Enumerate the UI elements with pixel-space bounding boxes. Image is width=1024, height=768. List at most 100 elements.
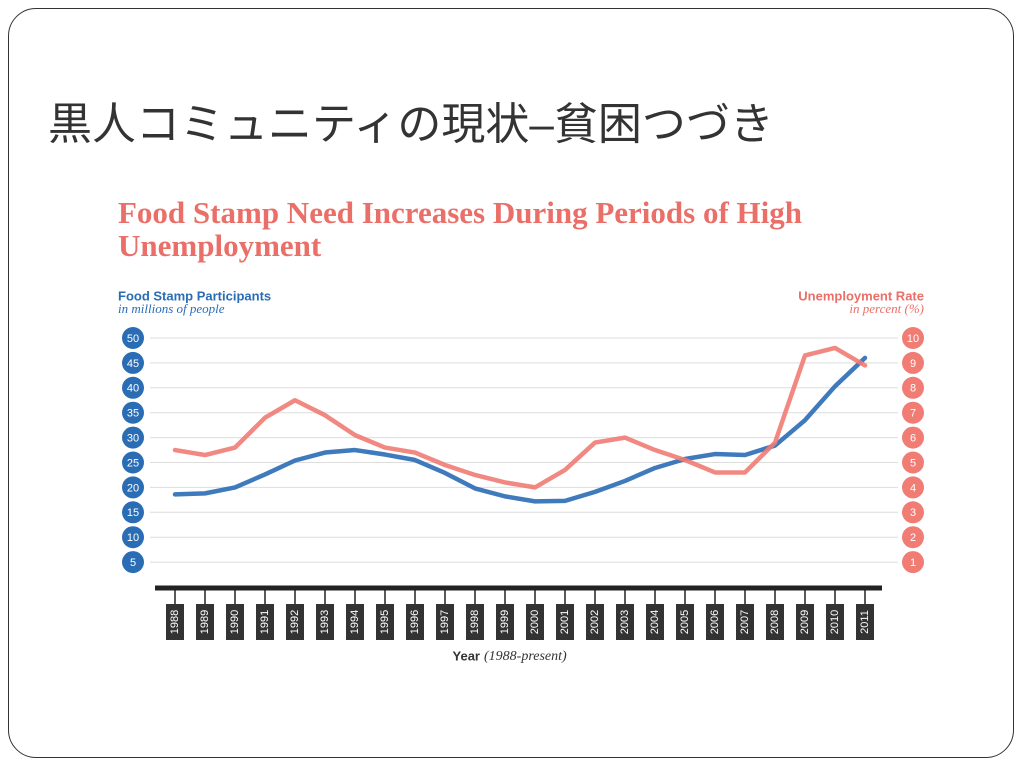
y2-label-note: in percent (%)	[849, 301, 924, 316]
y2-tick-badge	[902, 501, 924, 524]
chart-title: Food Stamp Need Increases During Periods…	[118, 195, 803, 263]
y2-tick-label: 10	[907, 333, 919, 345]
y-tick-badge	[122, 401, 144, 424]
y2-tick-label: 8	[910, 383, 916, 395]
x-tick-label: 1998	[469, 610, 481, 634]
x-tick-box	[346, 604, 364, 640]
y2-tick-label: 7	[910, 408, 916, 420]
x-tick-box	[256, 604, 274, 640]
x-tick-box	[526, 604, 544, 640]
series-line	[172, 355, 868, 504]
x-tick-box	[316, 604, 334, 640]
x-tick-label: 2007	[739, 610, 751, 634]
y2-tick-label: 4	[910, 482, 916, 494]
y2-tick-badge	[902, 327, 924, 349]
x-tick-label: 2011	[859, 610, 871, 634]
x-tick-box	[496, 604, 514, 640]
x-tick-box	[466, 604, 484, 640]
series-line	[172, 345, 868, 490]
y-tick-badge	[122, 451, 144, 474]
y-tick-badge	[122, 476, 144, 499]
y2-tick-badge	[902, 526, 924, 549]
x-tick-box	[826, 604, 844, 640]
y-tick-label: 10	[127, 532, 139, 544]
x-tick-label: 2005	[679, 610, 691, 634]
y-tick-badge	[122, 526, 144, 549]
y-tick-label: 50	[127, 333, 139, 345]
x-tick-box	[586, 604, 604, 640]
y-tick-label: 30	[127, 433, 139, 445]
x-tick-label: 2002	[589, 610, 601, 634]
y-tick-label: 20	[127, 482, 139, 494]
y-tick-badge	[122, 376, 144, 399]
x-tick-label: 1990	[229, 610, 241, 634]
x-tick-box	[616, 604, 634, 640]
x-tick-label: 2008	[769, 610, 781, 634]
y-tick-badge	[122, 426, 144, 449]
slide-title: 黒人コミュニティの現状–貧困つづき	[48, 100, 774, 149]
y2-tick-label: 5	[910, 457, 916, 469]
y-tick-label: 45	[127, 358, 139, 370]
x-tick-label: 2004	[649, 610, 661, 634]
y-tick-badge	[122, 501, 144, 524]
y-label: Food Stamp Participants	[118, 288, 271, 303]
x-tick-box	[646, 604, 664, 640]
x-tick-label: 1994	[349, 610, 361, 634]
x-tick-box	[286, 604, 304, 640]
slide-frame	[8, 8, 1014, 758]
x-tick-box	[226, 604, 244, 640]
x-tick-label: 1992	[289, 610, 301, 634]
x-tick-box	[706, 604, 724, 640]
x-tick-label: 1991	[259, 610, 271, 634]
y-tick-label: 15	[127, 507, 139, 519]
x-tick-box	[796, 604, 814, 640]
y-tick-label: 40	[127, 383, 139, 395]
y2-tick-label: 1	[910, 557, 916, 569]
x-tick-label: 2006	[709, 610, 721, 634]
x-tick-label: 1999	[499, 610, 511, 634]
x-tick-box	[376, 604, 394, 640]
x-tick-box	[856, 604, 874, 640]
y2-tick-badge	[902, 551, 924, 574]
y2-tick-label: 3	[910, 507, 916, 519]
x-tick-label: 2010	[829, 610, 841, 634]
y2-tick-label: 2	[910, 532, 916, 544]
y-tick-label: 35	[127, 408, 139, 420]
x-label: Year	[453, 648, 480, 663]
x-tick-box	[436, 604, 454, 640]
y2-tick-badge	[902, 476, 924, 499]
y-tick-badge	[122, 551, 144, 574]
y2-tick-badge	[902, 451, 924, 474]
y2-label: Unemployment Rate	[798, 288, 924, 303]
x-tick-label: 1995	[379, 610, 391, 634]
y2-tick-label: 9	[910, 358, 916, 370]
x-tick-label: 2001	[559, 610, 571, 634]
y-tick-label: 5	[130, 557, 136, 569]
y2-tick-badge	[902, 426, 924, 449]
y2-tick-label: 6	[910, 433, 916, 445]
y-tick-badge	[122, 351, 144, 374]
x-tick-label: 2003	[619, 610, 631, 634]
x-tick-label: 1989	[199, 610, 211, 634]
x-tick-box	[556, 604, 574, 640]
x-tick-box	[766, 604, 784, 640]
x-tick-box	[736, 604, 754, 640]
x-tick-box	[196, 604, 214, 640]
y-tick-label: 25	[127, 457, 139, 469]
x-tick-label: 1996	[409, 610, 421, 634]
y-tick-badge	[122, 327, 144, 349]
x-tick-label: 1988	[169, 610, 181, 634]
y2-tick-badge	[902, 351, 924, 374]
y2-tick-badge	[902, 376, 924, 399]
x-label-note: (1988-present)	[484, 649, 567, 664]
x-tick-box	[166, 604, 184, 640]
x-tick-box	[406, 604, 424, 640]
x-tick-label: 1993	[319, 610, 331, 634]
y-label-note: in millions of people	[118, 301, 225, 316]
x-tick-label: 2009	[799, 610, 811, 634]
x-tick-box	[676, 604, 694, 640]
y2-tick-badge	[902, 401, 924, 424]
x-tick-label: 2000	[529, 610, 541, 634]
